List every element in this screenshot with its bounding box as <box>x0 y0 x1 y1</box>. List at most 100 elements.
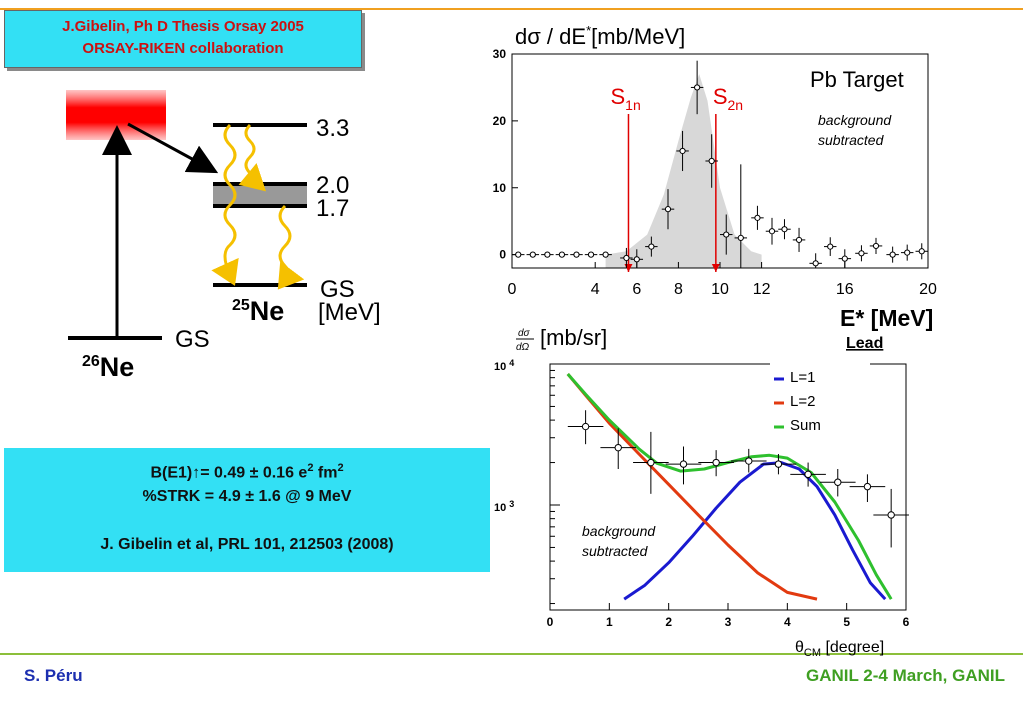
chart1-data-point <box>858 250 865 257</box>
footer-accent-line <box>0 653 1023 655</box>
chart2-xtick-label: 1 <box>606 615 613 629</box>
footer-author: S. Péru <box>24 666 83 685</box>
chart2-data-point <box>887 511 895 519</box>
chart1-xtick-label: 8 <box>674 281 683 298</box>
chart1-data-point <box>573 251 580 258</box>
chart1-data-point <box>754 214 761 221</box>
chart1-data-point <box>812 260 819 267</box>
chart2-data-point <box>679 460 688 468</box>
pb-target-spectrum-chart: dσ / dE*[mb/MeV] Pb Target background su… <box>493 23 937 331</box>
level-label-3-3: 3.3 <box>316 115 349 142</box>
chart1-data-point <box>889 251 896 258</box>
chart1-data-point <box>723 231 730 238</box>
chart2-ylabel-unit: [mb/sr] <box>540 325 607 350</box>
chart2-ylabel-frac-top: dσ <box>518 328 531 339</box>
gamma-arrow-1 <box>211 123 239 286</box>
chart2-ytick-label: 10 4 <box>494 358 514 373</box>
chart2-annotation-line2: subtracted <box>582 543 649 559</box>
chart2-legend-label: Sum <box>790 417 821 434</box>
level-band-gray <box>213 185 307 207</box>
chart1-shaded-peak <box>605 74 762 268</box>
chart2-xtick-label: 2 <box>665 615 672 629</box>
chart1-data-point <box>602 251 609 258</box>
chart2-legend-label: L=1 <box>790 369 815 386</box>
chart1-data-point <box>841 255 848 262</box>
chart2-ylabel-frac-bottom: dΩ <box>516 342 530 353</box>
chart1-data-point <box>872 242 880 250</box>
chart1-xtick-label: 20 <box>919 281 937 298</box>
level-label-gs: GS <box>320 276 355 303</box>
chart1-xtick-label: 12 <box>753 281 771 298</box>
nucleus-26ne-label: 26Ne <box>82 352 134 382</box>
chart1-data-point <box>694 84 701 91</box>
chart1-data-point <box>648 243 655 250</box>
lead-angular-distribution-chart: dσ dΩ [mb/sr] Lead background subtracted… <box>494 325 910 658</box>
chart2-data-point <box>834 478 842 486</box>
excited-state-band <box>66 90 166 140</box>
chart1-xtick-label: 10 <box>711 281 729 298</box>
chart1-xtick-label: 6 <box>632 281 641 298</box>
chart1-threshold-arrowhead <box>711 264 720 272</box>
be1-line: B(E1)↑= 0.49 ± 0.16 e2 fm2 <box>150 462 344 482</box>
chart2-ytick-label: 10 3 <box>494 499 514 514</box>
chart2-series-line-sum <box>566 373 893 600</box>
thesis-credit-box: J.Gibelin, Ph D Thesis Orsay 2005 ORSAY-… <box>4 10 362 68</box>
chart1-xtick-label: 4 <box>591 281 600 298</box>
gamma-arrow-2 <box>238 123 267 192</box>
chart1-ytick-label: 0 <box>499 248 506 262</box>
chart1-data-point <box>708 157 715 165</box>
chart1-ylabel: dσ / dE*[mb/MeV] <box>515 23 685 49</box>
chart1-data-point <box>679 147 686 155</box>
chart1-data-point <box>544 251 551 258</box>
level-label-2-0: 2.0 <box>316 172 349 199</box>
chart1-data-point <box>768 228 776 235</box>
chart1-data-point <box>529 251 536 258</box>
chart2-xtick-label: 3 <box>725 615 732 629</box>
decay-arrow <box>127 122 219 174</box>
chart2-data-point <box>647 458 655 467</box>
strk-line: %STRK = 4.9 ± 1.6 @ 9 MeV <box>142 488 352 506</box>
reference-line: J. Gibelin et al, PRL 101, 212503 (2008) <box>100 536 394 554</box>
chart2-data-point <box>712 458 720 467</box>
level-label-1-7: 1.7 <box>316 195 349 222</box>
chart1-annotation-line1: background <box>818 112 892 128</box>
chart2-data-point <box>804 470 812 479</box>
chart2-xtick-label: 0 <box>547 615 554 629</box>
chart1-data-point <box>623 254 630 262</box>
level-scheme-diagram: 3.3 2.0 1.7 GS [MeV] GS 25Ne 26Ne <box>66 90 381 382</box>
chart2-annotation-line1: background <box>582 523 656 539</box>
energy-unit-label: [MeV] <box>318 299 381 326</box>
credit-line-1: J.Gibelin, Ph D Thesis Orsay 2005 <box>62 18 304 35</box>
chart1-xtick-label: 16 <box>836 281 854 298</box>
footer-event: GANIL 2-4 March, GANIL <box>806 666 1005 685</box>
chart2-xlabel: θCM [degree] <box>795 639 884 658</box>
chart1-data-point <box>904 249 911 256</box>
chart2-series-line-l1 <box>623 461 887 601</box>
chart1-title: Pb Target <box>810 67 904 92</box>
gamma-arrow-3 <box>277 204 305 290</box>
chart1-ytick-label: 20 <box>493 114 507 128</box>
result-box: B(E1)↑= 0.49 ± 0.16 e2 fm2 %STRK = 4.9 ±… <box>4 448 490 572</box>
chart1-data-point <box>558 251 566 258</box>
gs-26ne-label: GS <box>175 326 210 353</box>
chart2-data-point <box>614 443 622 452</box>
credit-line-2: ORSAY-RIKEN collaboration <box>82 40 284 57</box>
chart1-data-point <box>827 243 834 250</box>
nucleus-25ne-label: 25Ne <box>232 296 284 326</box>
chart1-data-point <box>795 236 803 244</box>
chart1-threshold-label: S2n <box>713 84 743 113</box>
chart2-xtick-label: 4 <box>784 615 791 629</box>
chart2-data-point <box>863 482 872 491</box>
chart1-xlabel: E* [MeV] <box>840 305 933 331</box>
chart2-xtick-label: 5 <box>843 615 850 629</box>
chart1-data-point <box>664 206 672 213</box>
chart1-data-point <box>918 248 925 255</box>
chart2-data-point <box>745 457 753 465</box>
chart2-xtick-label: 6 <box>903 615 910 629</box>
top-accent-line <box>0 8 1023 10</box>
chart2-title: Lead <box>846 335 883 352</box>
chart1-data-point <box>737 234 744 242</box>
chart1-annotation-line2: subtracted <box>818 132 885 148</box>
chart1-xtick-label: 0 <box>508 281 517 298</box>
chart1-ytick-label: 10 <box>493 181 507 195</box>
